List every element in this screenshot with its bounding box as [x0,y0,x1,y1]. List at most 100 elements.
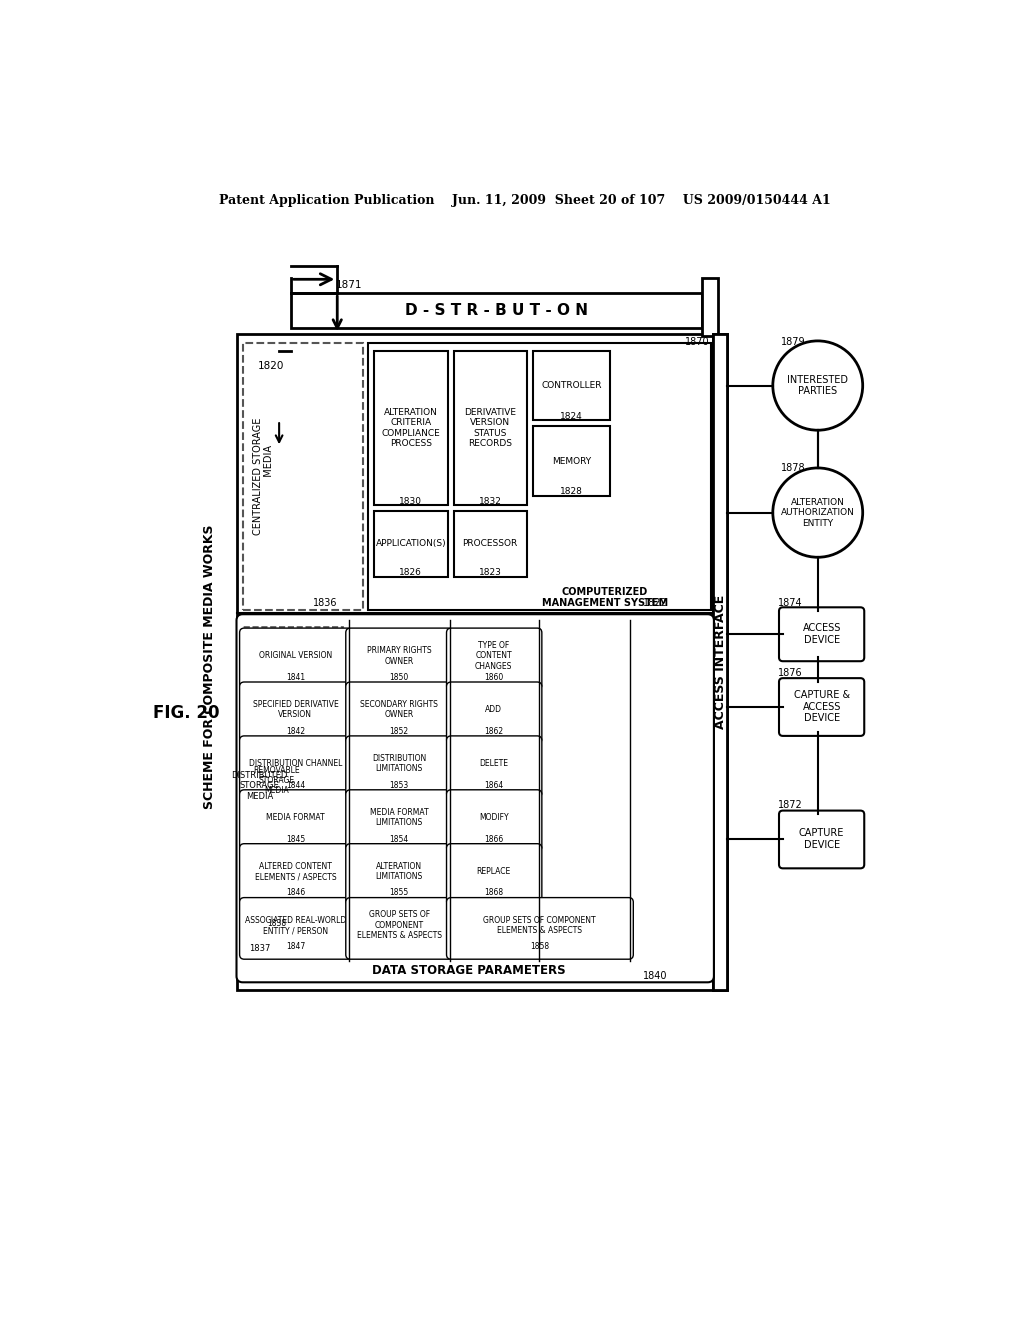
Text: DISTRIBUTION CHANNEL: DISTRIBUTION CHANNEL [249,759,342,768]
Text: 1832: 1832 [478,496,502,506]
FancyBboxPatch shape [446,898,633,960]
FancyBboxPatch shape [346,737,453,797]
FancyBboxPatch shape [446,737,542,797]
Text: ALTERATION
AUTHORIZATION
ENTITY: ALTERATION AUTHORIZATION ENTITY [781,498,855,528]
Text: MEDIA FORMAT: MEDIA FORMAT [266,813,325,822]
Text: 1876: 1876 [778,668,803,677]
Text: COMPUTERIZED
MANAGEMENT SYSTEM: COMPUTERIZED MANAGEMENT SYSTEM [542,586,668,609]
Text: 1871: 1871 [336,280,362,290]
Text: CONTROLLER: CONTROLLER [541,381,601,389]
Text: 1852: 1852 [390,727,409,735]
Bar [375,511,449,577]
Text: PRIMARY RIGHTS
OWNER: PRIMARY RIGHTS OWNER [367,645,431,665]
Text: 1853: 1853 [389,780,409,789]
Text: 1870: 1870 [685,337,710,347]
Text: 1879: 1879 [780,337,805,347]
FancyBboxPatch shape [446,628,542,689]
Text: D - S T R - B U T - O N: D - S T R - B U T - O N [404,302,588,318]
Text: 1841: 1841 [286,673,305,682]
FancyBboxPatch shape [446,789,542,851]
Text: SECONDARY RIGHTS
OWNER: SECONDARY RIGHTS OWNER [360,700,438,719]
Text: 1830: 1830 [399,496,422,506]
Text: 1838: 1838 [267,919,287,928]
Bar [454,351,527,506]
Text: CAPTURE
DEVICE: CAPTURE DEVICE [799,828,845,850]
Text: 1855: 1855 [389,888,409,898]
Text: DERIVATIVE
VERSION
STATUS
RECORDS: DERIVATIVE VERSION STATUS RECORDS [464,408,516,447]
Text: 1846: 1846 [286,888,305,898]
Text: ALTERATION
CRITERIA
COMPLIANCE
PROCESS: ALTERATION CRITERIA COMPLIANCE PROCESS [382,408,440,447]
FancyBboxPatch shape [240,628,352,689]
FancyBboxPatch shape [346,628,453,689]
Text: DATA STORAGE PARAMETERS: DATA STORAGE PARAMETERS [372,964,566,977]
FancyBboxPatch shape [346,898,453,960]
Text: 1866: 1866 [484,834,504,843]
Bar [713,334,727,990]
FancyBboxPatch shape [446,682,542,743]
FancyBboxPatch shape [240,789,352,851]
Text: FIG. 20: FIG. 20 [153,704,219,722]
Text: ALTERATION
LIMITATIONS: ALTERATION LIMITATIONS [376,862,423,882]
Bar [246,630,340,929]
Text: ADD: ADD [485,705,503,714]
Text: Patent Application Publication    Jun. 11, 2009  Sheet 20 of 107    US 2009/0150: Patent Application Publication Jun. 11, … [219,194,830,207]
Text: 1828: 1828 [560,487,583,496]
Text: 1850: 1850 [389,673,409,682]
Text: 1840: 1840 [643,972,668,981]
Bar [702,277,718,335]
Bar [713,334,727,990]
Bar [237,334,713,990]
FancyBboxPatch shape [240,682,352,743]
FancyBboxPatch shape [346,843,453,906]
Text: ORIGINAL VERSION: ORIGINAL VERSION [259,651,332,660]
Text: 1845: 1845 [286,834,305,843]
Text: 1862: 1862 [484,727,504,735]
Text: 1842: 1842 [286,727,305,735]
Text: ALTERED CONTENT
ELEMENTS / ASPECTS: ALTERED CONTENT ELEMENTS / ASPECTS [255,862,336,882]
Text: MEMORY: MEMORY [552,457,591,466]
Text: PROCESSOR: PROCESSOR [462,539,517,548]
Text: 1836: 1836 [313,598,338,609]
Text: ACCESS INTERFACE: ACCESS INTERFACE [714,595,727,729]
Text: 1820: 1820 [258,362,285,371]
Text: APPLICATION(S): APPLICATION(S) [376,539,446,548]
Bar [532,351,610,420]
Text: 1868: 1868 [484,888,504,898]
Bar [291,293,701,327]
Bar [369,343,711,610]
Bar [532,426,610,496]
Bar [454,511,527,577]
Bar [375,351,449,506]
Text: 1872: 1872 [778,800,803,810]
Bar [243,627,343,954]
FancyBboxPatch shape [346,789,453,851]
FancyBboxPatch shape [446,843,542,906]
Text: MEDIA FORMAT
LIMITATIONS: MEDIA FORMAT LIMITATIONS [370,808,429,828]
Text: GROUP SETS OF COMPONENT
ELEMENTS & ASPECTS: GROUP SETS OF COMPONENT ELEMENTS & ASPEC… [483,916,596,935]
Text: 1826: 1826 [399,568,422,577]
Text: DELETE: DELETE [479,759,508,768]
Text: 1847: 1847 [286,942,305,952]
FancyBboxPatch shape [240,737,352,797]
Text: 1854: 1854 [389,834,409,843]
Text: 1858: 1858 [530,942,549,952]
Text: REPLACE: REPLACE [477,867,511,876]
Text: 1824: 1824 [560,412,583,421]
Text: CAPTURE &
ACCESS
DEVICE: CAPTURE & ACCESS DEVICE [794,690,850,723]
Text: SPECIFIED DERIVATIVE
VERSION: SPECIFIED DERIVATIVE VERSION [253,700,338,719]
Bar [243,343,362,610]
Text: REMOVABLE
STORAGE
MEDIA: REMOVABLE STORAGE MEDIA [254,766,300,796]
FancyBboxPatch shape [779,678,864,737]
Text: 1844: 1844 [286,780,305,789]
Text: INTERESTED
PARTIES: INTERESTED PARTIES [787,375,848,396]
Text: MODIFY: MODIFY [479,813,509,822]
Text: 1878: 1878 [780,463,805,473]
Text: GROUP SETS OF
COMPONENT
ELEMENTS & ASPECTS: GROUP SETS OF COMPONENT ELEMENTS & ASPEC… [356,911,441,940]
Text: DISTRIBUTION
LIMITATIONS: DISTRIBUTION LIMITATIONS [372,754,426,774]
FancyBboxPatch shape [779,810,864,869]
Text: ACCESS
DEVICE: ACCESS DEVICE [803,623,841,645]
Text: SCHEME FOR COMPOSITE MEDIA WORKS: SCHEME FOR COMPOSITE MEDIA WORKS [203,524,216,809]
Text: DISTRIBUTED
STORAGE
MEDIA: DISTRIBUTED STORAGE MEDIA [231,771,288,801]
FancyBboxPatch shape [346,682,453,743]
FancyBboxPatch shape [240,843,352,906]
